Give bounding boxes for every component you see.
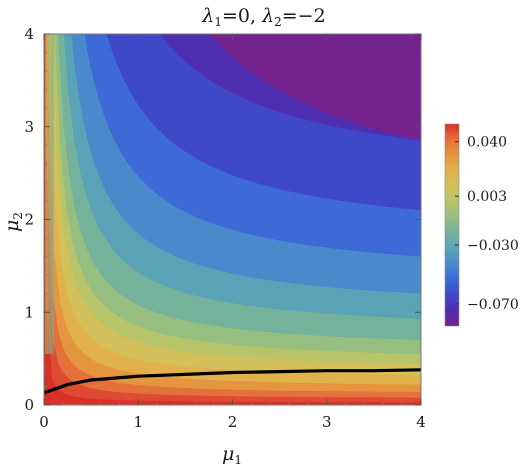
edge-strip xyxy=(45,34,48,354)
y-tick-label: 3 xyxy=(24,118,34,136)
zero-contour-line xyxy=(44,368,421,395)
plot-area xyxy=(44,34,421,405)
x-tick-label: 4 xyxy=(416,413,426,431)
axes: 0 1 2 3 4 0 1 2 3 4 xyxy=(24,25,425,431)
x-tick-label: 1 xyxy=(133,413,143,431)
y-tick-label: 4 xyxy=(24,25,34,43)
x-tick-label: 0 xyxy=(39,413,49,431)
y-tick-label: 1 xyxy=(24,303,34,321)
colorbar-tick-label: 0.003 xyxy=(467,189,507,205)
contour-band-min xyxy=(209,34,421,141)
x-tick-label: 2 xyxy=(228,413,238,431)
colorbar-tick-label: −0.030 xyxy=(467,238,519,254)
edge-strip xyxy=(48,34,51,354)
colorbar-tick-label: 0.040 xyxy=(467,135,507,151)
y-tick-label: 2 xyxy=(24,211,34,229)
x-axis-label: μ1 xyxy=(222,443,242,466)
colorbar-gradient xyxy=(444,123,460,327)
colorbar: 0.040 0.003 −0.030 −0.070 xyxy=(444,123,519,327)
x-tick-label: 3 xyxy=(322,413,332,431)
chart-title: λ1=0, λ2=−2 xyxy=(201,5,325,29)
colorbar-tick-label: −0.070 xyxy=(467,297,519,313)
y-tick-label: 0 xyxy=(24,396,34,414)
edge-strip xyxy=(51,34,54,354)
y-axis-label: μ2 xyxy=(1,212,25,232)
